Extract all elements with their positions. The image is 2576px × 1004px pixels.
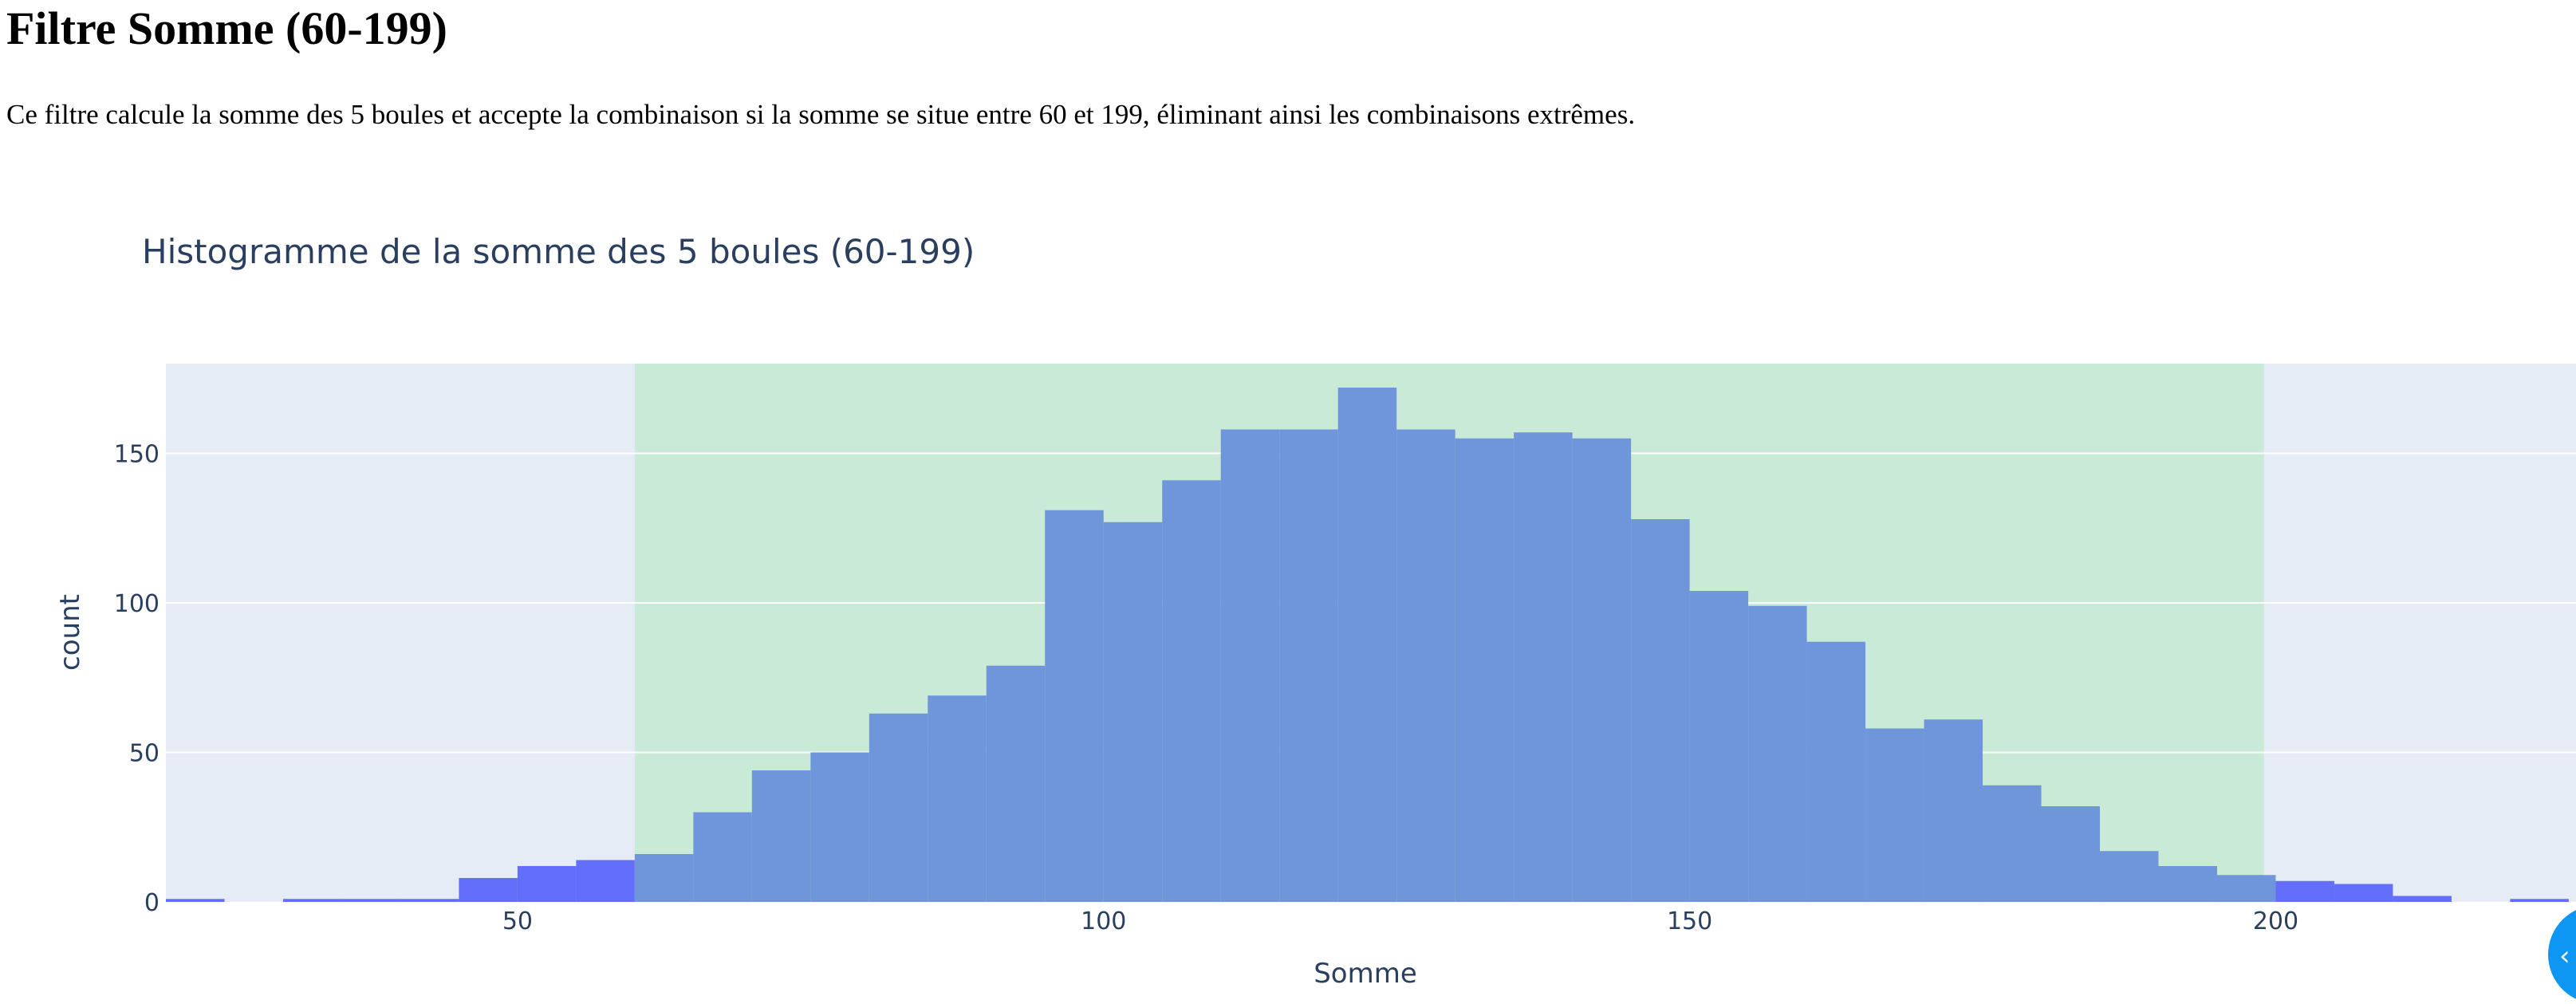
histogram-bar bbox=[400, 899, 459, 902]
histogram-bar bbox=[1396, 429, 1455, 902]
y-axis-ticks: 0 50 100 150 bbox=[114, 441, 160, 918]
histogram-bars bbox=[166, 388, 2569, 902]
histogram-bar bbox=[166, 899, 225, 902]
histogram-bar bbox=[1337, 388, 1397, 902]
histogram-bar bbox=[1279, 429, 1338, 902]
histogram-bar bbox=[986, 665, 1046, 902]
page-description: Ce filtre calcule la somme des 5 boules … bbox=[6, 99, 1636, 130]
histogram-bar bbox=[1455, 438, 1514, 902]
histogram-bar bbox=[751, 770, 811, 902]
histogram-bar bbox=[1924, 719, 1983, 902]
x-tick-label: 50 bbox=[502, 908, 533, 935]
page-title: Filtre Somme (60-199) bbox=[6, 2, 447, 54]
histogram-bar bbox=[2041, 806, 2101, 902]
histogram-bar bbox=[1103, 522, 1163, 902]
histogram-bar bbox=[634, 854, 694, 902]
histogram-bar bbox=[1983, 785, 2042, 902]
histogram-bar bbox=[1162, 480, 1221, 902]
y-tick-label: 50 bbox=[129, 740, 160, 768]
histogram-bar bbox=[1806, 641, 1866, 902]
histogram-bar bbox=[1220, 429, 1280, 902]
histogram-bar bbox=[928, 695, 987, 902]
histogram-bar bbox=[282, 899, 342, 902]
histogram-bar bbox=[1631, 519, 1690, 902]
x-tick-label: 200 bbox=[2253, 908, 2298, 935]
histogram-bar bbox=[2100, 851, 2159, 902]
histogram-bar bbox=[2334, 884, 2393, 902]
histogram-bar bbox=[2510, 899, 2569, 902]
x-tick-label: 100 bbox=[1081, 908, 1126, 935]
histogram-bar bbox=[517, 866, 577, 902]
y-axis-label: count bbox=[54, 594, 86, 671]
histogram-bar bbox=[341, 899, 400, 902]
histogram-bar bbox=[1514, 432, 1573, 902]
y-tick-label: 100 bbox=[114, 590, 160, 618]
chevron-left-icon: ‹ bbox=[2559, 940, 2570, 972]
histogram-bar bbox=[2158, 866, 2217, 902]
y-tick-label: 0 bbox=[144, 889, 160, 917]
histogram-bar bbox=[459, 878, 518, 902]
histogram-bar bbox=[1748, 605, 1807, 902]
histogram-bar bbox=[869, 713, 928, 902]
x-axis-ticks: 50 100 150 200 bbox=[502, 908, 2298, 935]
histogram-bar bbox=[1865, 728, 1924, 902]
histogram-bar bbox=[693, 812, 752, 902]
histogram-bar bbox=[2275, 880, 2334, 902]
histogram-bar bbox=[1045, 510, 1104, 902]
histogram-bar bbox=[2393, 896, 2452, 902]
histogram-bar bbox=[810, 752, 869, 902]
histogram-bar bbox=[576, 860, 635, 902]
histogram-bar bbox=[1572, 438, 1632, 902]
y-tick-label: 150 bbox=[114, 441, 160, 469]
chart-title: Histogramme de la somme des 5 boules (60… bbox=[142, 232, 975, 271]
x-tick-label: 150 bbox=[1667, 908, 1712, 935]
histogram-bar bbox=[2216, 875, 2276, 902]
x-axis-label: Somme bbox=[1314, 958, 1417, 990]
histogram-bar bbox=[1689, 591, 1749, 902]
